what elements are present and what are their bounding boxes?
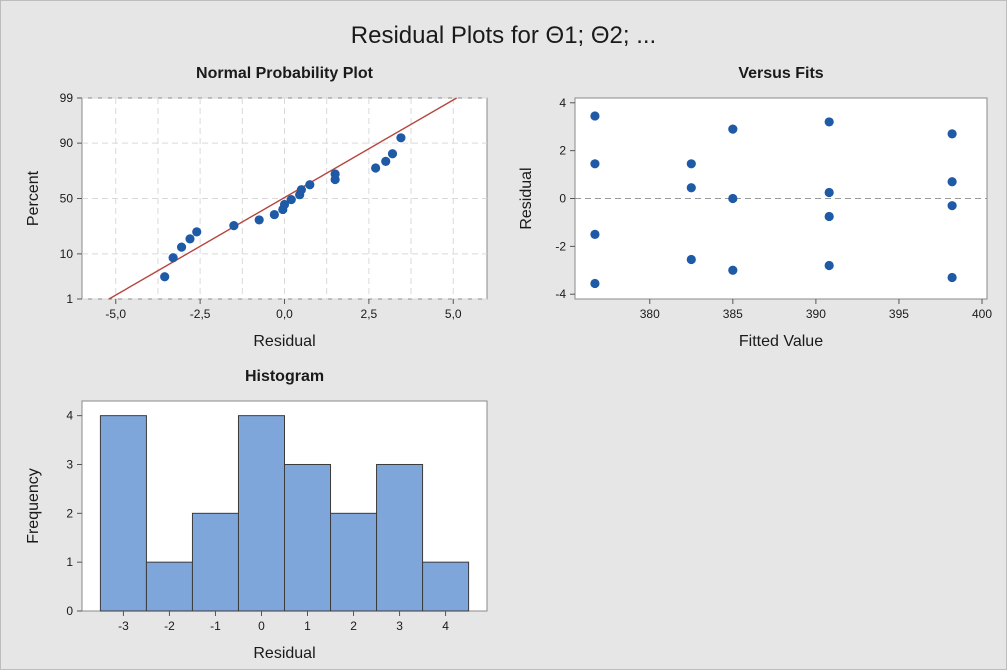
histogram-bar	[422, 561, 470, 612]
versus-fits-data-point	[590, 159, 600, 169]
histogram-title: Histogram	[245, 368, 324, 385]
versus-fits-y-tick-label: 0	[559, 192, 566, 206]
npp-data-point	[185, 234, 195, 244]
histogram-bar	[237, 415, 286, 612]
npp-y-axis-label: Percent	[25, 170, 42, 226]
versus-fits-x-tick-label: 395	[889, 307, 909, 321]
versus-fits-data-point	[590, 111, 600, 121]
versus-fits-x-tick-label: 385	[723, 307, 743, 321]
npp-y-tick-label: 90	[60, 136, 74, 150]
versus-fits-data-point	[728, 124, 738, 134]
versus-fits-data-point	[947, 177, 957, 187]
versus-fits-data-point	[947, 201, 957, 211]
histogram-bar	[330, 512, 378, 612]
histogram-x-tick-label: -1	[210, 619, 221, 633]
npp-x-tick-label: -2,5	[190, 307, 211, 321]
histogram-bar	[284, 463, 332, 612]
npp-data-point	[229, 221, 239, 231]
histogram-bar	[145, 561, 193, 612]
histogram-y-tick-label: 4	[66, 409, 73, 423]
histogram-x-tick-label: 4	[442, 619, 449, 633]
main-title: Residual Plots for Θ1; Θ2; ...	[350, 22, 657, 49]
versus-fits-data-point	[824, 187, 834, 198]
histogram-y-tick-label: 2	[66, 506, 73, 520]
npp-data-point	[269, 209, 279, 220]
npp-data-point	[160, 272, 170, 282]
histogram-x-tick-label: 3	[396, 619, 403, 633]
versus-fits-data-point	[947, 129, 957, 139]
versus-fits-x-tick-label: 390	[806, 307, 826, 321]
histogram-bar	[191, 512, 239, 612]
versus-fits-data-point	[686, 183, 696, 193]
npp-data-point	[168, 253, 178, 263]
versus-fits-y-tick-label: -2	[555, 239, 566, 253]
versus-fits-data-point	[824, 260, 834, 271]
npp-data-point	[176, 242, 187, 252]
npp-data-point	[396, 133, 406, 143]
npp-title: Normal Probability Plot	[196, 65, 374, 82]
npp-data-point	[286, 194, 296, 205]
npp-x-tick-label: 2,5	[361, 307, 378, 321]
npp-data-point	[371, 163, 381, 173]
npp-data-point	[279, 199, 290, 210]
npp-data-point	[305, 180, 315, 190]
histogram-y-tick-label: 3	[66, 457, 73, 471]
versus-fits-data-point	[824, 211, 834, 222]
npp-data-point	[192, 227, 202, 237]
versus-fits-data-point	[947, 272, 957, 283]
histogram-y-tick-label: 1	[66, 555, 73, 569]
histogram-bar	[376, 463, 424, 612]
versus-fits-data-point	[590, 278, 600, 289]
npp-x-tick-label: 5,0	[445, 307, 462, 321]
versus-fits-data-point	[686, 254, 696, 265]
npp-x-axis-label: Residual	[253, 333, 315, 350]
histogram-bar	[99, 415, 147, 612]
versus-fits-data-point	[728, 265, 738, 275]
npp-x-tick-label: -5,0	[105, 307, 126, 321]
npp-fit-line	[108, 97, 457, 300]
histogram-x-tick-label: 0	[258, 619, 265, 633]
versus-fits-data-point	[686, 159, 696, 169]
versus-fits-x-tick-label: 400	[972, 307, 992, 321]
npp-y-tick-label: 1	[66, 292, 73, 306]
npp-y-tick-label: 10	[60, 247, 74, 261]
histogram-x-axis-label: Residual	[253, 645, 315, 662]
histogram-y-tick-label: 0	[66, 604, 73, 618]
histogram-x-tick-label: 2	[350, 619, 357, 633]
histogram-x-tick-label: 1	[304, 619, 311, 633]
versus-fits-data-point	[728, 193, 738, 204]
versus-fits-y-tick-label: 2	[559, 144, 566, 158]
npp-data-point	[254, 215, 264, 225]
npp-data-point	[330, 169, 340, 179]
versus-fits-y-tick-label: 4	[559, 96, 566, 110]
versus-fits-y-tick-label: -4	[555, 287, 566, 301]
npp-data-point	[387, 149, 398, 159]
histogram-x-tick-label: -2	[164, 619, 175, 633]
npp-data-point	[296, 185, 306, 195]
histogram-x-tick-label: -3	[118, 619, 129, 633]
npp-y-tick-label: 50	[60, 192, 74, 206]
versus-fits-data-point	[590, 229, 600, 239]
versus-fits-y-axis-label: Residual	[518, 167, 535, 229]
npp-x-tick-label: 0,0	[276, 307, 293, 321]
histogram-y-axis-label: Frequency	[25, 468, 42, 544]
versus-fits-x-axis-label: Fitted Value	[739, 333, 823, 350]
versus-fits-data-point	[824, 117, 834, 127]
npp-y-tick-label: 99	[60, 91, 74, 105]
npp-data-point	[381, 156, 391, 166]
versus-fits-title: Versus Fits	[738, 65, 823, 82]
versus-fits-x-tick-label: 380	[640, 307, 660, 321]
